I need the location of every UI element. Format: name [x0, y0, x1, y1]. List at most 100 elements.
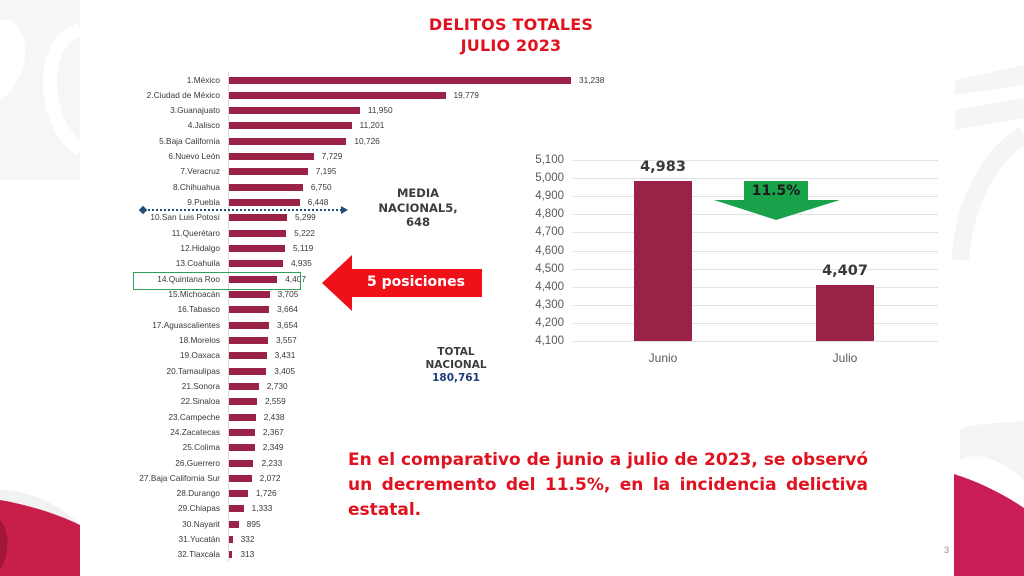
state-value: 2,367: [262, 426, 284, 437]
y-axis-tick-label: 4,600: [535, 244, 564, 257]
median-label-line-1: MEDIA: [396, 186, 440, 200]
national-median-line: [144, 209, 342, 211]
state-label: 25.Colima: [182, 442, 220, 453]
ranking-chart-axis: [228, 72, 229, 562]
state-label: 22.Sinaloa: [180, 396, 220, 407]
state-label: 31.Yucatán: [178, 534, 220, 545]
state-value: 6,448: [307, 197, 329, 208]
background-decoration-top-right: [951, 65, 1024, 260]
state-label: 6.Nuevo León: [168, 151, 220, 162]
gridline: [573, 160, 938, 161]
state-label: 20.Tamaulipas: [166, 365, 221, 376]
ranking-row: 21.Sonora 2,730: [0, 379, 620, 394]
state-value: 31,238: [579, 74, 605, 85]
state-bar: [229, 551, 233, 559]
gridline: [573, 232, 938, 234]
state-value: 313: [240, 549, 255, 560]
state-bar: [229, 474, 252, 482]
state-bar: [229, 321, 269, 329]
ranking-row: 15.Michoacán 3,705: [0, 287, 620, 302]
state-value: 7,195: [315, 166, 337, 177]
gridline: [573, 304, 938, 306]
state-bar: [229, 505, 244, 513]
state-value: 6,750: [310, 181, 332, 192]
y-axis-tick-label: 4,400: [535, 280, 564, 293]
state-label: 14.Quintana Roo: [157, 273, 220, 284]
state-value: 11,201: [359, 120, 385, 131]
ranking-row: 30.Nayarit 895: [0, 517, 620, 532]
state-value: 2,438: [263, 411, 285, 422]
state-label: 15.Michoacán: [168, 288, 220, 299]
state-label: 16.Tabasco: [177, 304, 220, 315]
median-label-line-2: NACIONAL5,: [378, 200, 458, 215]
total-label-line-1: TOTAL: [437, 346, 475, 358]
summary-text: En el comparativo de junio a julio de 20…: [348, 450, 868, 520]
ranking-row: 2.Ciudad de México 19,779: [0, 88, 620, 103]
state-value: 3,405: [274, 365, 296, 376]
month-bar-value: 4,407: [822, 263, 868, 280]
ranking-row: 7.Veracruz 7,195: [0, 164, 620, 179]
state-bar: [229, 137, 347, 145]
state-bar: [229, 352, 267, 360]
slide-title: DELITOS TOTALES JULIO 2023: [380, 14, 642, 56]
y-axis-tick-label: 4,900: [535, 190, 564, 203]
ranking-row: 11.Querétaro 5,222: [0, 226, 620, 241]
state-label: 32.Tlaxcala: [177, 549, 220, 560]
state-bar: [229, 428, 255, 436]
state-value: 3,705: [277, 288, 299, 299]
state-bar: [229, 122, 352, 130]
june-july-comparison-chart: 5,100 5,000 4,900 4,800 4,700 4,600 4,500 4,400…: [520, 150, 950, 380]
state-bar: [229, 520, 239, 528]
background-decoration-bottom-right: [954, 420, 1024, 576]
state-label: 27.Baja California Sur: [139, 472, 220, 483]
state-label: 13.Coahuila: [175, 258, 220, 269]
ranking-row: 10.San Luis Potosí 5,299: [0, 210, 620, 225]
gridline: [573, 341, 938, 342]
page-number: 3: [944, 545, 950, 555]
state-label: 3.Guanajuato: [170, 105, 220, 116]
state-value: 3,431: [274, 350, 296, 361]
state-label: 24.Zacatecas: [170, 426, 220, 437]
ranking-row: 19.Oaxaca 3,431: [0, 348, 620, 363]
state-bar: [229, 168, 308, 176]
green-down-arrow-icon: [714, 181, 840, 220]
gridline: [573, 214, 938, 216]
state-label: 9.Puebla: [187, 197, 220, 208]
state-bar: [229, 260, 284, 268]
state-value: 1,333: [251, 503, 273, 514]
ranking-row: 5.Baja California 10,726: [0, 134, 620, 149]
ranking-row: 1.México 31,238: [0, 73, 620, 88]
decrease-percentage-label: 11.5%: [751, 183, 801, 199]
state-label: 26.Guerrero: [175, 457, 220, 468]
ranking-row: 28.Durango 1,726: [0, 486, 620, 501]
state-bar: [229, 183, 303, 191]
state-label: 19.Oaxaca: [179, 350, 220, 361]
ranking-row: 27.Baja California Sur 2,072: [0, 471, 620, 486]
national-median-label: MEDIA NACIONAL5, 648: [368, 186, 468, 230]
state-label: 10.San Luis Potosí: [150, 212, 220, 223]
ranking-row: 17.Aguascalientes 3,654: [0, 318, 620, 333]
ranking-row: 25.Colima 2,349: [0, 440, 620, 455]
state-label: 5.Baja California: [159, 135, 220, 146]
y-axis-tick-label: 4,500: [535, 262, 564, 275]
state-bar: [229, 275, 278, 283]
state-bar: [229, 290, 270, 298]
y-axis-tick-label: 4,300: [535, 298, 564, 311]
ranking-row: 32.Tlaxcala 313: [0, 547, 620, 562]
state-label: 7.Veracruz: [180, 166, 220, 177]
total-nacional-value: 180,761: [432, 372, 480, 384]
month-bar-junio: [634, 181, 692, 341]
month-bar-value: 4,983: [640, 159, 686, 176]
state-bar: [229, 306, 270, 314]
y-axis-tick-label: 4,100: [535, 335, 564, 347]
ranking-row: 3.Guanajuato 11,950: [0, 103, 620, 118]
state-bar: [229, 245, 286, 253]
state-value: 11,950: [367, 105, 393, 116]
state-value: 2,233: [261, 457, 283, 468]
x-axis-category-label: Junio: [648, 351, 678, 365]
red-left-arrow-icon: [322, 255, 482, 311]
title-line-1: DELITOS TOTALES: [428, 15, 594, 34]
state-label: 4.Jalisco: [187, 120, 220, 131]
ranking-row: 23.Campeche 2,438: [0, 410, 620, 425]
state-bar: [229, 336, 268, 344]
